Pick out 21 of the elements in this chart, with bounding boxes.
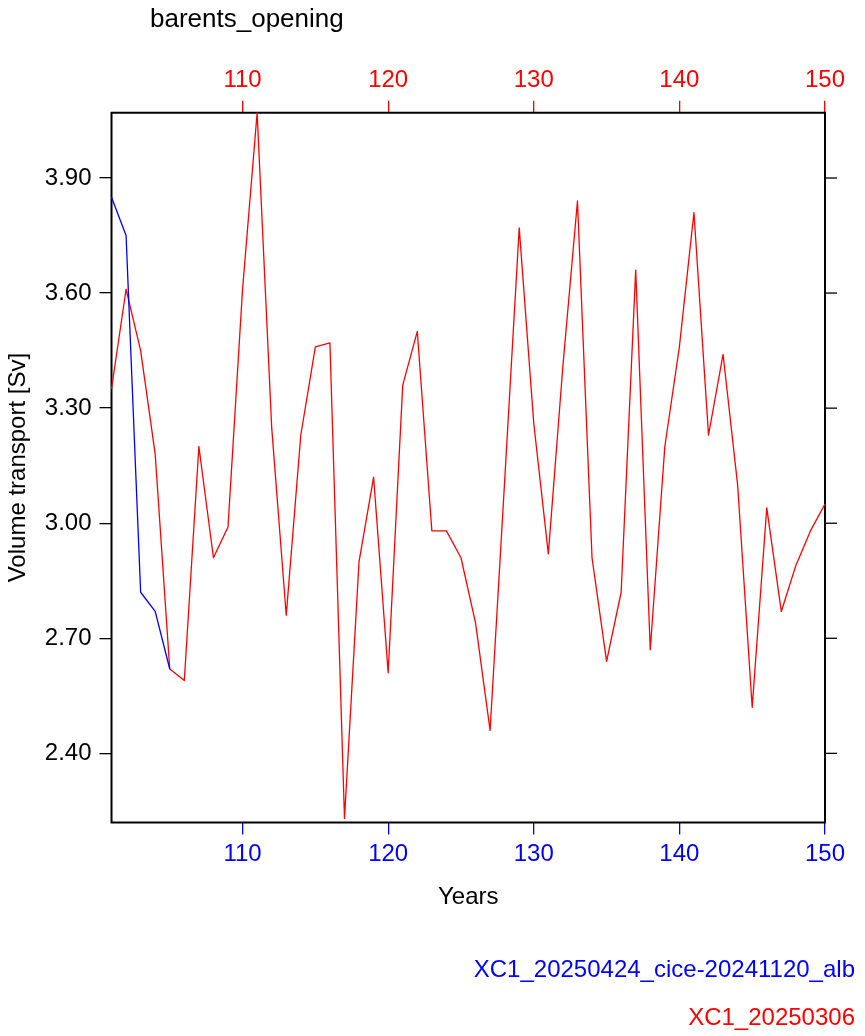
x-axis-title: Years bbox=[438, 882, 499, 910]
chart-title: barents_opening bbox=[150, 3, 344, 34]
y-tick-label: 3.60 bbox=[44, 277, 92, 305]
x2-tick-label: 140 bbox=[659, 65, 700, 93]
x-tick-label: 150 bbox=[804, 839, 846, 867]
y-axis-title: Volume transport [Sv] bbox=[3, 352, 31, 583]
x2-tick-label: 110 bbox=[223, 65, 262, 93]
y-tick-label: 3.00 bbox=[44, 507, 92, 535]
text: XC1_20250424_cice-20241120_alb bbox=[473, 954, 855, 982]
y-tick-label: 3.30 bbox=[44, 392, 92, 420]
y-tick-label: 3.90 bbox=[44, 162, 92, 190]
x-tick-label: 110 bbox=[223, 839, 262, 867]
y-tick-label: 2.70 bbox=[44, 622, 92, 650]
y-tick-label: 2.40 bbox=[44, 737, 92, 765]
x2-tick-label: 120 bbox=[368, 65, 409, 93]
x-tick-label: 140 bbox=[659, 839, 700, 867]
x2-tick-label: 130 bbox=[513, 65, 554, 93]
x-tick-label: 120 bbox=[368, 839, 409, 867]
x-tick-label: 130 bbox=[513, 839, 554, 867]
text: XC1_20250306 bbox=[688, 1002, 855, 1030]
x2-tick-label: 150 bbox=[804, 65, 846, 93]
